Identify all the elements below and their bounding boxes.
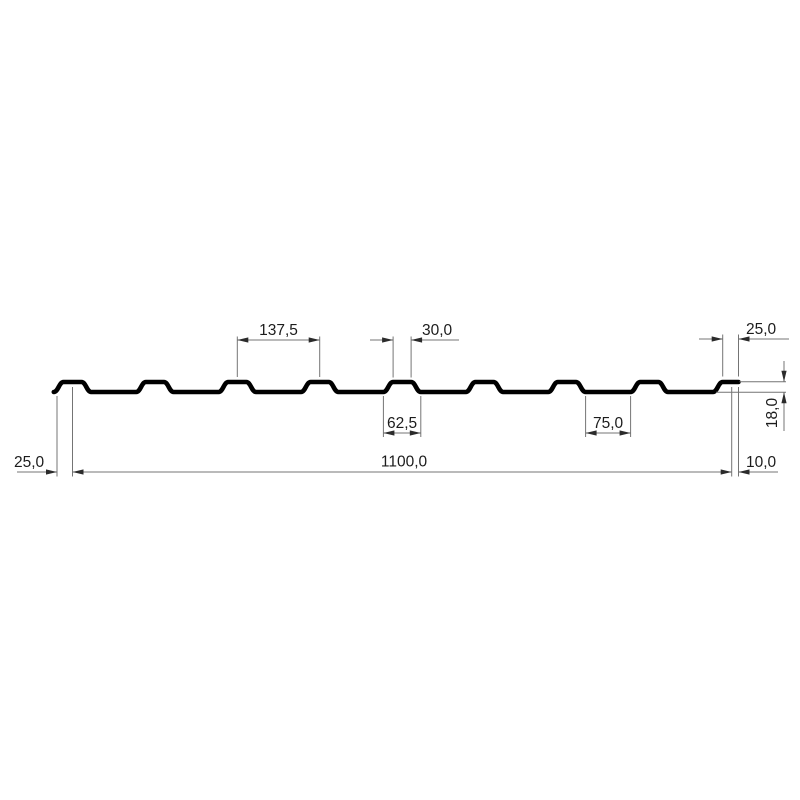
arrow-left-icon — [738, 336, 750, 342]
dim-label-profile-height: 18,0 — [764, 398, 781, 429]
dim-right-top-overlap: 25,0 — [699, 321, 789, 377]
dim-label-right-bottom-edge: 10,0 — [746, 454, 777, 471]
dim-label-valley-width: 75,0 — [593, 415, 624, 432]
dim-right-bottom-edge: 10,0 — [731, 387, 778, 477]
arrow-right-icon — [720, 469, 732, 475]
arrow-left-icon — [72, 469, 84, 475]
dim-crest-base-width: 62,5 — [382, 396, 422, 437]
arrow-left-icon — [383, 430, 395, 436]
arrow-left-icon — [411, 337, 423, 343]
arrow-right-icon — [308, 337, 320, 343]
dim-left-bottom-overlap: 25,0 — [14, 387, 73, 477]
arrow-right-icon — [46, 469, 57, 475]
dim-cover-width: 1100,0 — [72, 454, 732, 475]
dim-label-crest-top-width: 30,0 — [422, 322, 453, 339]
arrow-up-icon — [781, 392, 787, 404]
sheet-profile-path — [51, 379, 741, 395]
arrow-down-icon — [781, 370, 787, 382]
dim-label-module-spacing: 137,5 — [259, 322, 298, 339]
arrow-left-icon — [738, 469, 750, 475]
dim-valley-width: 75,0 — [585, 396, 632, 437]
arrow-right-icon — [619, 430, 631, 436]
dim-label-cover-width: 1100,0 — [381, 454, 428, 471]
arrow-right-icon — [382, 337, 394, 343]
arrow-right-icon — [409, 430, 421, 436]
arrow-right-icon — [711, 336, 723, 342]
dim-profile-height: 18,0 — [716, 361, 787, 431]
dim-module-spacing: 137,5 — [236, 322, 321, 377]
arrow-left-icon — [237, 337, 249, 343]
dim-label-right-top-overlap: 25,0 — [746, 321, 777, 338]
dim-crest-top-width: 30,0 — [370, 322, 459, 378]
dim-label-crest-base-width: 62,5 — [387, 415, 417, 432]
dim-label-left-bottom-overlap: 25,0 — [14, 454, 45, 471]
arrow-left-icon — [585, 430, 597, 436]
